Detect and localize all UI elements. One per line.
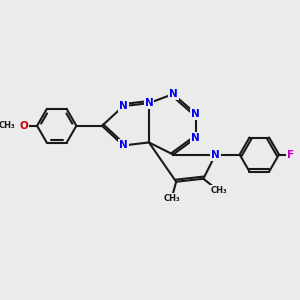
Text: F: F [287,149,295,160]
Text: N: N [119,101,128,111]
Text: O: O [19,121,28,131]
Text: N: N [145,98,153,108]
Text: N: N [191,133,200,143]
Text: CH₃: CH₃ [163,194,180,203]
Text: N: N [169,89,178,99]
Text: N: N [119,140,128,151]
Text: N: N [211,149,220,160]
Text: CH₃: CH₃ [0,121,15,130]
Text: N: N [191,109,200,119]
Text: CH₃: CH₃ [210,186,227,195]
